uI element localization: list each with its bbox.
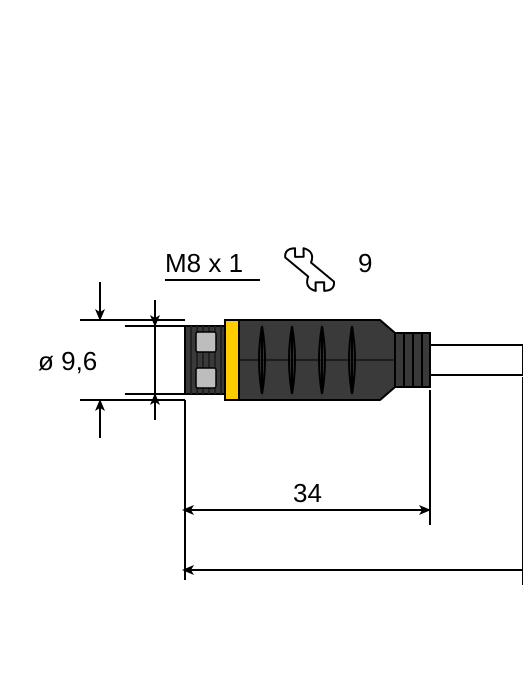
wrench-icon	[277, 243, 342, 296]
connector-nut	[185, 326, 225, 394]
length-dimension: 34	[185, 377, 523, 585]
connector-technical-drawing: M8 x 1 9 ø 9,6 34	[0, 0, 523, 700]
connector-cable	[430, 345, 523, 375]
thread-label: M8 x 1	[165, 248, 243, 278]
diameter-dimension: ø 9,6	[38, 282, 185, 438]
connector-ring	[225, 320, 239, 400]
length-label: 34	[293, 478, 322, 508]
wrench-size-label: 9	[358, 248, 372, 278]
diameter-label: ø 9,6	[38, 346, 97, 376]
connector-body	[185, 320, 523, 400]
